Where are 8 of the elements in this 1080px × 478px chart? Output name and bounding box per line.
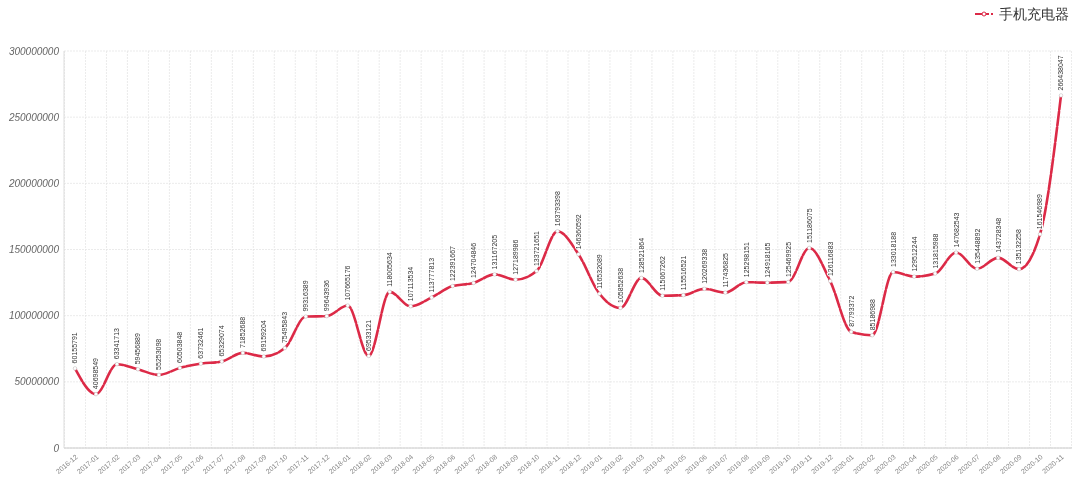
y-tick-label: 300000000 [8,45,60,57]
y-tick-label: 150000000 [8,244,60,255]
y-tick-label: 50000000 [14,376,60,388]
y-tick-label: 0 [53,442,60,454]
y-tick-label: 250000000 [7,111,60,123]
y-tick-label: 100000000 [8,310,60,322]
y-tick-label: 200000000 [7,177,60,189]
legend-label: 手机充电器 [999,5,1069,22]
